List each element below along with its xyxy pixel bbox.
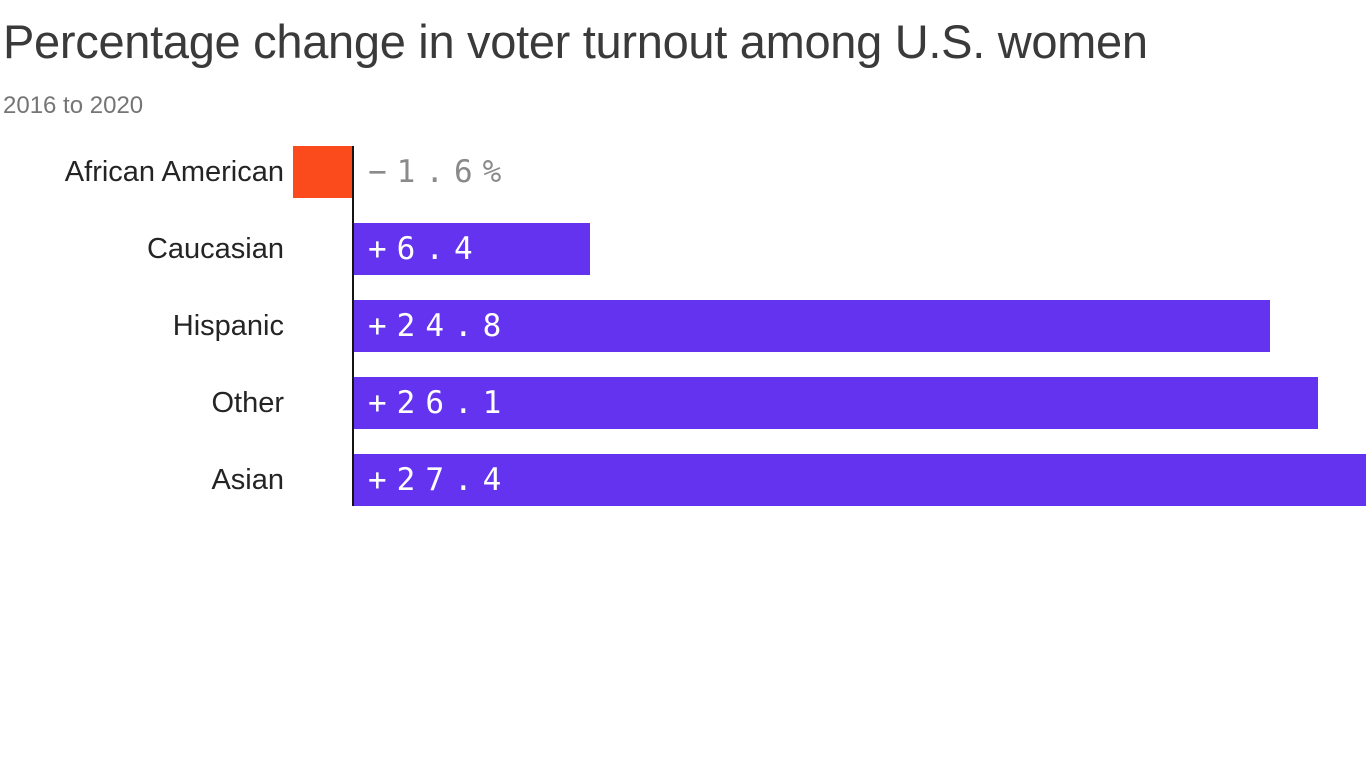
axis-line <box>352 146 354 506</box>
page-title: Percentage change in voter turnout among… <box>3 15 1148 68</box>
bar <box>354 223 591 275</box>
bar <box>292 146 352 198</box>
category-label: Asian <box>211 464 284 496</box>
category-label: Other <box>211 387 284 419</box>
value-label: +27.4 <box>368 462 512 498</box>
bar <box>354 454 1366 506</box>
chart-header: Percentage change in voter turnout among… <box>0 0 1366 120</box>
value-label: −1.6% <box>368 154 512 190</box>
bar <box>354 377 1318 429</box>
value-label: +26.1 <box>368 385 512 421</box>
category-label: African American <box>64 156 284 188</box>
category-label: Hispanic <box>172 310 284 342</box>
value-label: +24.8 <box>368 308 512 344</box>
bar <box>354 300 1270 352</box>
value-label: +6.4 <box>368 231 483 267</box>
category-label: Caucasian <box>146 233 284 265</box>
bar-chart: African American −1.6% Caucasian +6.4 Hispan… <box>0 146 1366 506</box>
chart-subtitle: 2016 to 2020 <box>3 92 144 119</box>
